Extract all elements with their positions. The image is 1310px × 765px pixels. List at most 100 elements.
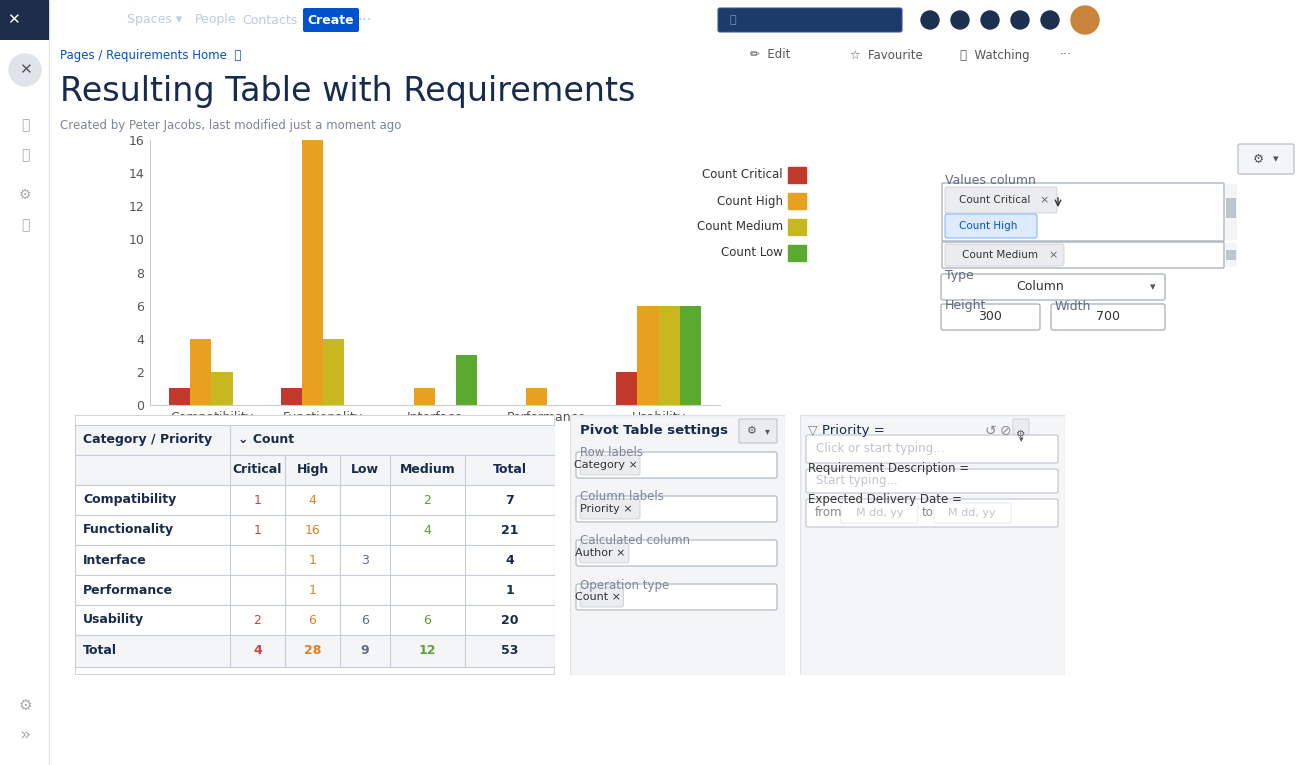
Text: »: » [20, 726, 30, 744]
Text: 20: 20 [502, 614, 519, 627]
FancyBboxPatch shape [941, 304, 1040, 330]
Text: 1: 1 [309, 554, 317, 567]
Text: Height: Height [945, 300, 986, 312]
Bar [75, 545, 555, 575]
Text: Contacts: Contacts [242, 14, 297, 27]
Text: 2: 2 [423, 493, 431, 506]
FancyBboxPatch shape [806, 435, 1058, 463]
Bar [680, 306, 701, 405]
Text: ⊘: ⊘ [1000, 424, 1011, 438]
Text: 6: 6 [423, 614, 431, 627]
Text: ▽: ▽ [808, 425, 817, 438]
Text: ✕: ✕ [18, 63, 31, 77]
Text: Interface: Interface [83, 554, 147, 567]
Text: ✏  Edit: ✏ Edit [751, 48, 790, 61]
Text: Row labels: Row labels [580, 447, 643, 460]
Text: 1: 1 [506, 584, 515, 597]
Circle shape [1072, 6, 1099, 34]
Text: Count High: Count High [717, 194, 783, 207]
Text: 🔍: 🔍 [730, 15, 736, 25]
Text: Requirement Description =: Requirement Description = [808, 463, 969, 476]
Text: Performance: Performance [83, 584, 173, 597]
Text: 1: 1 [254, 493, 262, 506]
Text: 6: 6 [309, 614, 317, 627]
Text: ···: ··· [1060, 48, 1072, 61]
Bar [789, 245, 806, 261]
FancyBboxPatch shape [941, 274, 1165, 300]
Text: ▾: ▾ [1150, 282, 1155, 292]
Text: Column labels: Column labels [580, 490, 664, 503]
Text: 21: 21 [502, 523, 519, 536]
Text: Calculated column: Calculated column [580, 535, 690, 548]
Text: Critical: Critical [233, 464, 282, 477]
Bar [789, 219, 806, 235]
FancyBboxPatch shape [945, 187, 1057, 213]
Text: 2: 2 [254, 614, 262, 627]
FancyBboxPatch shape [576, 452, 777, 478]
Text: ⚙: ⚙ [1252, 152, 1264, 165]
FancyBboxPatch shape [942, 242, 1224, 268]
FancyBboxPatch shape [718, 8, 903, 32]
FancyBboxPatch shape [303, 8, 359, 32]
FancyBboxPatch shape [580, 455, 641, 475]
Text: Count Medium: Count Medium [697, 220, 783, 233]
Text: Count Medium: Count Medium [962, 250, 1038, 260]
Bar [75, 485, 555, 515]
Text: Type: Type [945, 269, 973, 282]
Text: 📄: 📄 [21, 118, 29, 132]
Text: ✕: ✕ [7, 12, 20, 28]
Text: ⌄ Count: ⌄ Count [238, 434, 295, 447]
Text: Medium: Medium [400, 464, 456, 477]
Bar [324, 339, 345, 405]
Circle shape [921, 11, 939, 29]
Text: 700: 700 [1096, 311, 1120, 324]
FancyBboxPatch shape [1238, 144, 1294, 174]
FancyBboxPatch shape [942, 183, 1224, 241]
FancyBboxPatch shape [739, 419, 777, 443]
Text: 1: 1 [254, 523, 262, 536]
Bar [637, 306, 659, 405]
Text: Values column: Values column [945, 174, 1036, 187]
FancyBboxPatch shape [934, 503, 1011, 523]
Text: Count High: Count High [959, 221, 1017, 231]
Circle shape [1011, 11, 1028, 29]
Bar [789, 193, 806, 209]
Text: 12: 12 [419, 644, 436, 657]
Text: ×: × [1039, 195, 1049, 205]
Text: M dd, yy: M dd, yy [948, 508, 996, 518]
Bar [75, 425, 555, 455]
Text: 300: 300 [979, 311, 1002, 324]
Text: Spaces ▾: Spaces ▾ [127, 14, 182, 27]
Text: 6: 6 [362, 614, 369, 627]
Text: Author ×: Author × [575, 548, 626, 558]
Text: Expected Delivery Date =: Expected Delivery Date = [808, 493, 962, 506]
Bar [75, 515, 555, 545]
Text: 📢: 📢 [21, 148, 29, 162]
Bar [1226, 198, 1237, 218]
Bar [414, 389, 435, 405]
Text: Start typing...: Start typing... [816, 474, 897, 487]
Bar [303, 140, 324, 405]
Bar [616, 372, 637, 405]
FancyBboxPatch shape [1013, 419, 1028, 443]
Text: Total: Total [493, 464, 527, 477]
Text: Count Critical: Count Critical [959, 195, 1031, 205]
Text: Priority ×: Priority × [580, 504, 633, 514]
Circle shape [951, 11, 969, 29]
Circle shape [981, 11, 1000, 29]
Circle shape [9, 54, 41, 86]
Text: from: from [815, 506, 842, 519]
FancyBboxPatch shape [580, 499, 641, 519]
Text: Usability: Usability [83, 614, 144, 627]
Bar [456, 355, 477, 405]
Text: 4: 4 [423, 523, 431, 536]
Text: Compatibility: Compatibility [83, 493, 177, 506]
Bar [75, 605, 555, 635]
FancyBboxPatch shape [576, 540, 777, 566]
FancyBboxPatch shape [1051, 304, 1165, 330]
Text: Category / Priority: Category / Priority [83, 434, 212, 447]
Text: Create: Create [308, 14, 354, 27]
Text: Pivot Table settings: Pivot Table settings [580, 425, 728, 438]
Bar [1226, 250, 1237, 260]
Bar [1225, 184, 1237, 240]
